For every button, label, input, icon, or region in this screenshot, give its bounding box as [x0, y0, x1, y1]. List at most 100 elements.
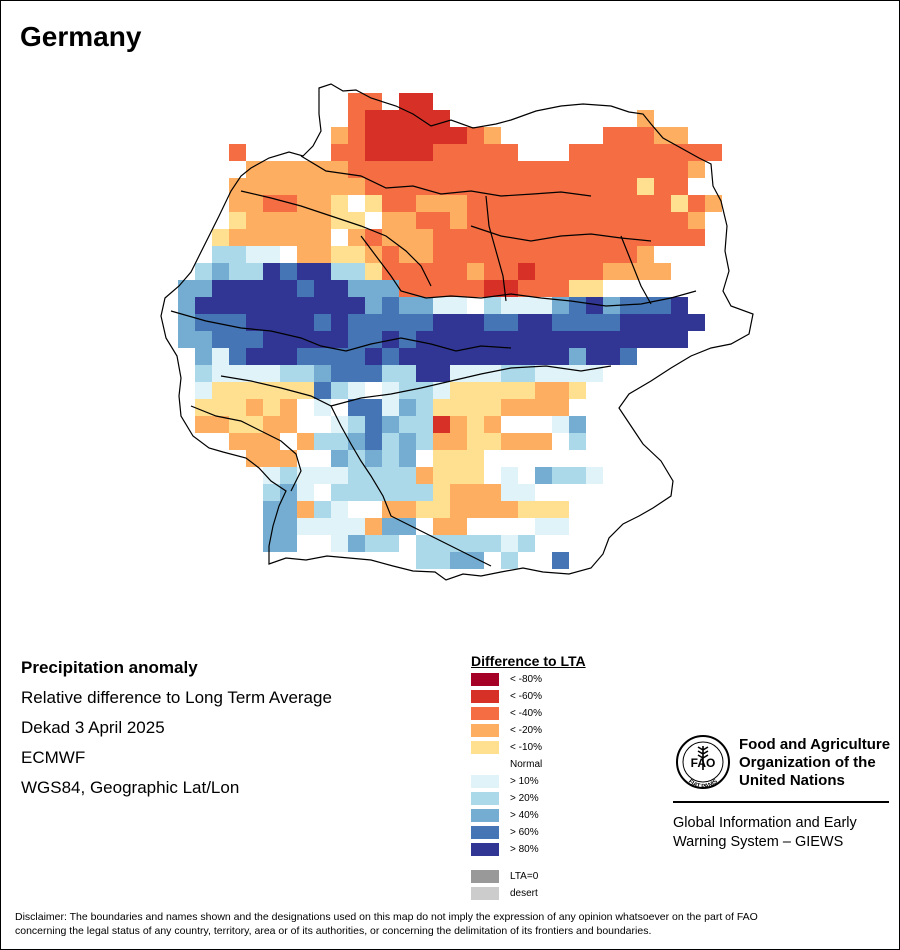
anomaly-cell	[263, 263, 280, 280]
anomaly-cell	[297, 280, 314, 297]
anomaly-cell	[331, 518, 348, 535]
anomaly-cell	[331, 399, 348, 416]
anomaly-cell	[212, 382, 229, 399]
anomaly-cell	[620, 195, 637, 212]
anomaly-cell	[246, 297, 263, 314]
anomaly-cell	[314, 297, 331, 314]
anomaly-cell	[518, 348, 535, 365]
anomaly-cell	[450, 382, 467, 399]
anomaly-cell	[552, 382, 569, 399]
anomaly-cell	[297, 518, 314, 535]
anomaly-cell	[450, 212, 467, 229]
anomaly-cell	[603, 280, 620, 297]
fao-org-line: Organization of the	[739, 754, 876, 771]
anomaly-cell	[246, 399, 263, 416]
anomaly-cell	[331, 246, 348, 263]
anomaly-cell	[365, 212, 382, 229]
anomaly-cell	[467, 229, 484, 246]
anomaly-cell	[382, 399, 399, 416]
anomaly-cell	[603, 212, 620, 229]
anomaly-cell	[637, 161, 654, 178]
anomaly-cell	[518, 178, 535, 195]
anomaly-cell	[297, 212, 314, 229]
anomaly-cell	[229, 433, 246, 450]
anomaly-cell	[467, 518, 484, 535]
anomaly-cell	[467, 161, 484, 178]
anomaly-cell	[348, 195, 365, 212]
anomaly-cell	[416, 144, 433, 161]
anomaly-cell	[535, 382, 552, 399]
anomaly-cell	[399, 501, 416, 518]
anomaly-cell	[518, 229, 535, 246]
anomaly-cell	[569, 433, 586, 450]
anomaly-cell	[518, 263, 535, 280]
anomaly-cell	[467, 552, 484, 569]
anomaly-cell	[501, 433, 518, 450]
anomaly-cell	[467, 212, 484, 229]
anomaly-cell	[671, 229, 688, 246]
anomaly-cell	[501, 246, 518, 263]
anomaly-cell	[518, 280, 535, 297]
anomaly-cell	[552, 280, 569, 297]
anomaly-cell	[552, 399, 569, 416]
anomaly-cell	[331, 467, 348, 484]
anomaly-cell	[280, 433, 297, 450]
anomaly-cell	[484, 365, 501, 382]
anomaly-cell	[365, 280, 382, 297]
anomaly-cell	[569, 467, 586, 484]
anomaly-cell	[467, 263, 484, 280]
anomaly-cell	[535, 467, 552, 484]
anomaly-cell	[297, 348, 314, 365]
anomaly-cell	[212, 348, 229, 365]
anomaly-cell	[382, 229, 399, 246]
anomaly-cell	[467, 501, 484, 518]
anomaly-cell	[603, 178, 620, 195]
anomaly-cell	[365, 450, 382, 467]
anomaly-cell	[586, 195, 603, 212]
anomaly-cell	[331, 212, 348, 229]
anomaly-cell	[263, 450, 280, 467]
anomaly-cell	[314, 178, 331, 195]
anomaly-cell	[518, 416, 535, 433]
anomaly-cell	[365, 535, 382, 552]
anomaly-cell	[603, 348, 620, 365]
anomaly-cell	[399, 246, 416, 263]
anomaly-cell	[212, 263, 229, 280]
anomaly-cell	[280, 246, 297, 263]
anomaly-cell	[331, 535, 348, 552]
anomaly-cell	[348, 467, 365, 484]
anomaly-cell	[501, 382, 518, 399]
anomaly-cell	[433, 263, 450, 280]
anomaly-cell	[280, 178, 297, 195]
anomaly-cell	[535, 263, 552, 280]
anomaly-cell	[518, 450, 535, 467]
anomaly-cell	[484, 212, 501, 229]
anomaly-cell	[348, 280, 365, 297]
fao-org-line: United Nations	[739, 772, 845, 789]
anomaly-cell	[484, 178, 501, 195]
anomaly-cell	[467, 399, 484, 416]
anomaly-cell	[331, 263, 348, 280]
anomaly-cell	[671, 144, 688, 161]
anomaly-cell	[212, 280, 229, 297]
anomaly-cell	[518, 365, 535, 382]
anomaly-cell	[535, 331, 552, 348]
anomaly-cell	[637, 178, 654, 195]
anomaly-cell	[416, 348, 433, 365]
anomaly-cell	[467, 195, 484, 212]
anomaly-cell	[433, 229, 450, 246]
metadata-line: ECMWF	[21, 748, 86, 767]
disclaimer-line: Disclaimer: The boundaries and names sho…	[15, 911, 758, 923]
anomaly-cell	[569, 416, 586, 433]
anomaly-cell	[433, 450, 450, 467]
anomaly-cell	[331, 178, 348, 195]
anomaly-cell	[399, 229, 416, 246]
legend-label: > 20%	[510, 793, 539, 804]
anomaly-cell	[348, 263, 365, 280]
anomaly-cell	[314, 518, 331, 535]
anomaly-cell	[552, 314, 569, 331]
metadata-line: Dekad 3 April 2025	[21, 718, 165, 737]
anomaly-cell	[552, 263, 569, 280]
anomaly-cell	[178, 297, 195, 314]
anomaly-cell	[620, 263, 637, 280]
